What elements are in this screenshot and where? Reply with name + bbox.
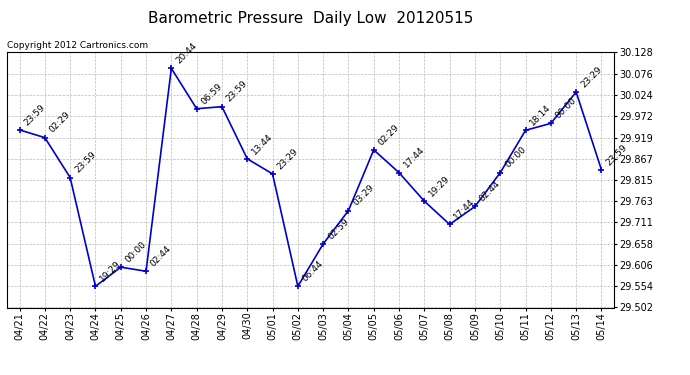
- Text: 00:00: 00:00: [124, 240, 148, 264]
- Text: 02:44: 02:44: [477, 179, 502, 204]
- Text: 00:00: 00:00: [553, 96, 578, 121]
- Text: 17:44: 17:44: [453, 197, 477, 222]
- Text: 20:44: 20:44: [174, 41, 199, 66]
- Text: 23:59: 23:59: [604, 142, 629, 167]
- Text: 23:59: 23:59: [225, 80, 249, 104]
- Text: 19:29: 19:29: [98, 259, 123, 284]
- Text: Copyright 2012 Cartronics.com: Copyright 2012 Cartronics.com: [7, 41, 148, 50]
- Text: 02:59: 02:59: [326, 217, 351, 241]
- Text: 13:44: 13:44: [250, 132, 275, 156]
- Text: 02:29: 02:29: [48, 110, 72, 135]
- Text: 23:29: 23:29: [579, 65, 604, 89]
- Text: 00:00: 00:00: [503, 145, 528, 170]
- Text: 02:29: 02:29: [377, 123, 401, 147]
- Text: 23:29: 23:29: [275, 147, 300, 171]
- Text: 23:59: 23:59: [22, 102, 47, 127]
- Text: 06:44: 06:44: [301, 259, 325, 284]
- Text: 23:59: 23:59: [73, 150, 97, 175]
- Text: 02:44: 02:44: [149, 244, 173, 268]
- Text: 06:59: 06:59: [199, 81, 224, 106]
- Text: 18:14: 18:14: [529, 103, 553, 128]
- Text: Barometric Pressure  Daily Low  20120515: Barometric Pressure Daily Low 20120515: [148, 11, 473, 26]
- Text: 19:29: 19:29: [427, 174, 452, 198]
- Text: 17:44: 17:44: [402, 146, 426, 170]
- Text: 03:29: 03:29: [351, 183, 376, 208]
